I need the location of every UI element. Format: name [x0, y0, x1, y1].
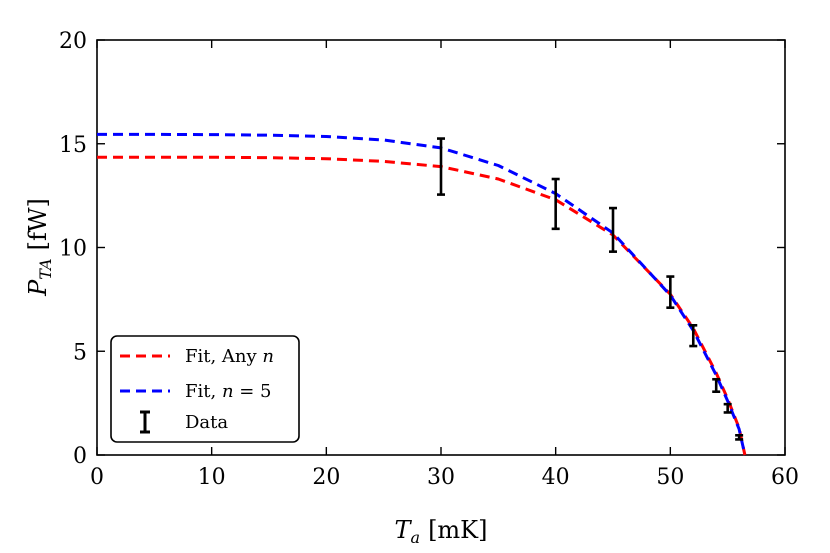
- y-tick-label-0: 0: [73, 444, 87, 469]
- legend-swatch-data: [140, 410, 150, 434]
- legend: Fit, Any n Fit, n = 5 Data: [110, 335, 300, 443]
- y-tick-label-3: 15: [59, 133, 87, 158]
- x-tick-label-6: 60: [771, 465, 799, 490]
- x-tick-label-1: 10: [198, 465, 226, 490]
- axis-tick-labels: 0 10 20 30 40 50 60 0 5 10 15 20: [59, 29, 799, 490]
- data-point-4: [689, 324, 698, 348]
- x-tick-label-0: 0: [90, 465, 104, 490]
- data-point-0: [437, 137, 445, 196]
- x-tick-label-3: 30: [427, 465, 455, 490]
- data-point-1: [551, 177, 560, 231]
- legend-label-fit-n5: Fit, n = 5: [185, 381, 272, 402]
- axis-ticks: [96, 39, 786, 456]
- data-point-7: [735, 433, 744, 441]
- x-axis-label: Ta [mK]: [395, 516, 488, 547]
- y-tick-label-1: 5: [73, 340, 87, 365]
- legend-label-fit-any-n: Fit, Any n: [185, 346, 274, 367]
- y-tick-label-4: 20: [59, 29, 87, 54]
- x-tick-label-4: 40: [542, 465, 570, 490]
- y-axis-label: PTA[fW]: [24, 198, 55, 297]
- data-point-3: [666, 275, 675, 309]
- legend-label-data: Data: [185, 412, 228, 433]
- data-point-6: [723, 402, 732, 414]
- y-tick-label-2: 10: [59, 237, 87, 262]
- legend-box: [110, 335, 300, 443]
- data-point-2: [609, 206, 617, 253]
- data-point-5: [712, 377, 721, 394]
- series-line-1: [97, 132, 747, 456]
- x-tick-label-2: 20: [312, 465, 340, 490]
- series-layer: [97, 132, 747, 456]
- series-line-0: [97, 155, 747, 456]
- x-tick-label-5: 50: [656, 465, 684, 490]
